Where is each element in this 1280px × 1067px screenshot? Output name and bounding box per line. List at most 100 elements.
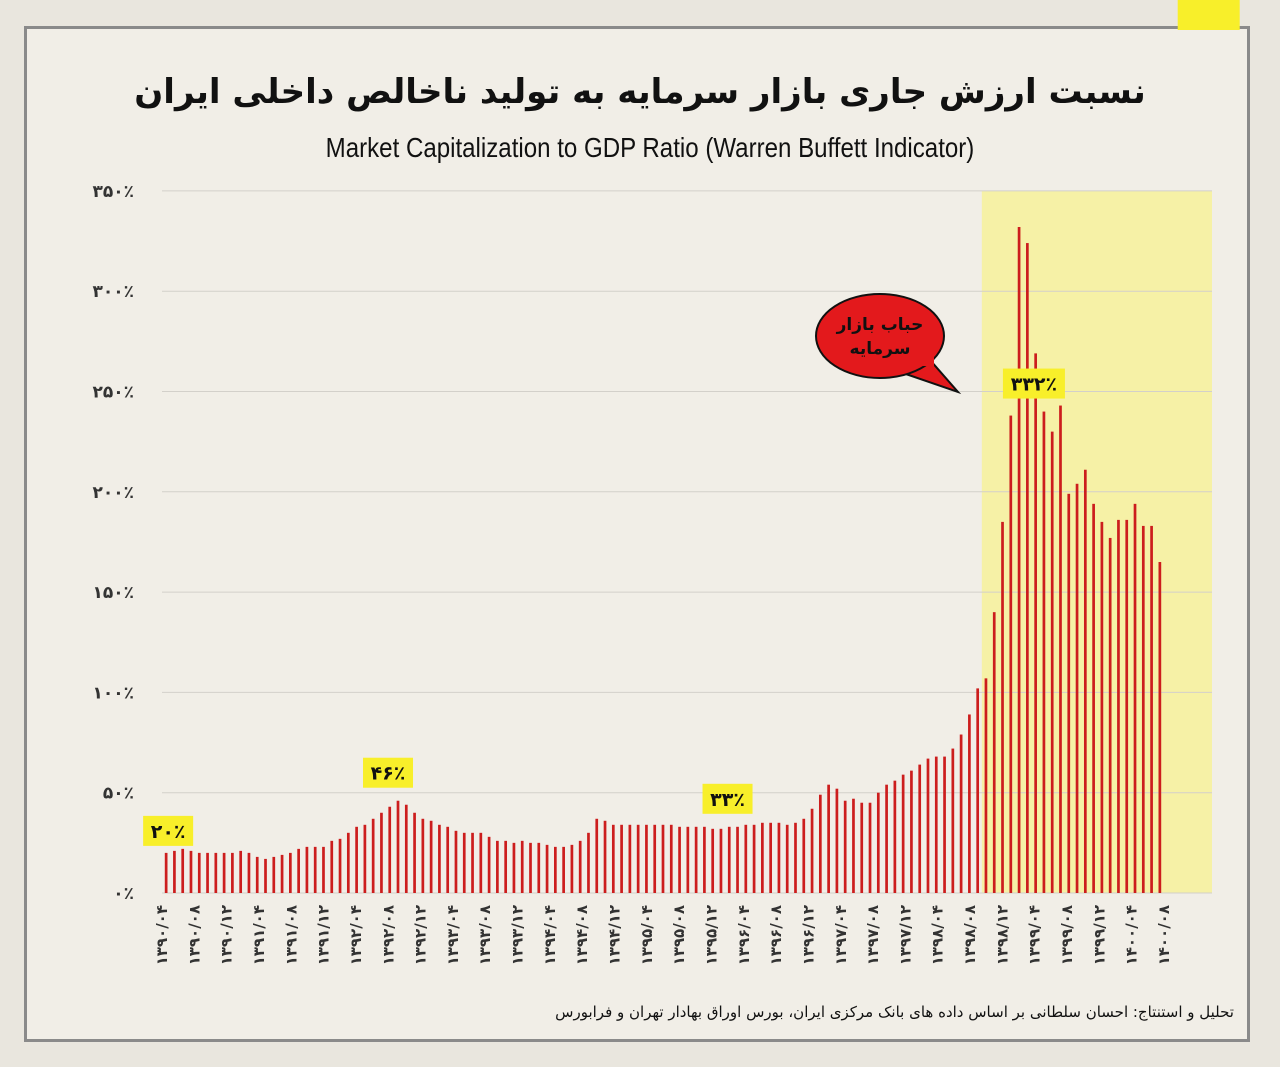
bar xyxy=(777,822,781,893)
x-tick-label: ۱۳۹۲/۰۴ xyxy=(347,905,365,965)
bar xyxy=(876,792,880,893)
bar xyxy=(752,824,756,893)
bar xyxy=(1100,521,1104,893)
bar xyxy=(330,840,334,893)
bar xyxy=(239,850,243,893)
bar xyxy=(901,774,905,893)
x-tick-label: ۱۳۹۱/۱۲ xyxy=(315,905,333,965)
bar xyxy=(645,824,648,893)
bar xyxy=(338,838,342,893)
bar xyxy=(189,850,193,893)
bar xyxy=(1108,537,1112,893)
bar xyxy=(827,784,830,893)
bar xyxy=(810,808,814,893)
bar xyxy=(628,824,632,893)
bar xyxy=(231,852,234,893)
bar xyxy=(918,764,922,893)
bar xyxy=(1092,503,1095,893)
y-tick-label: ۰٪ xyxy=(113,884,134,904)
bar xyxy=(1141,525,1145,893)
bar xyxy=(1075,483,1079,893)
bar xyxy=(206,852,209,893)
bar xyxy=(438,824,441,893)
bar xyxy=(893,780,897,893)
x-tick-label: ۱۳۹۰/۰۸ xyxy=(185,905,203,965)
bar xyxy=(1125,519,1129,893)
y-tick-label: ۵۰٪ xyxy=(103,784,134,804)
bar xyxy=(926,758,930,893)
bar xyxy=(611,824,615,893)
bar xyxy=(736,826,739,893)
bar xyxy=(562,846,565,893)
value-label: ۳۳٪ xyxy=(710,789,745,811)
bar xyxy=(520,840,524,893)
bar xyxy=(537,842,541,893)
y-tick-label: ۲۵۰٪ xyxy=(92,383,134,403)
x-tick-label: ۱۳۹۱/۰۴ xyxy=(250,905,268,965)
bar xyxy=(214,852,218,893)
bar xyxy=(1034,353,1037,893)
bar xyxy=(462,832,466,893)
value-label-box xyxy=(1002,368,1065,399)
bar xyxy=(479,832,483,893)
bar xyxy=(1067,493,1071,893)
bar xyxy=(421,818,425,893)
bar xyxy=(305,846,309,893)
bar xyxy=(653,824,657,893)
x-tick-label: ۱۳۹۵/۰۴ xyxy=(638,905,656,965)
bar xyxy=(595,818,599,893)
bar xyxy=(587,832,590,893)
bar xyxy=(496,840,499,893)
bar xyxy=(636,824,640,893)
bar xyxy=(429,820,433,893)
bar xyxy=(388,806,392,893)
x-tick-label: ۱۳۹۳/۱۲ xyxy=(509,905,527,965)
x-tick-label: ۱۳۹۸/۰۴ xyxy=(929,905,947,965)
x-tick-label: ۱۳۹۵/۰۸ xyxy=(670,905,688,965)
bar xyxy=(885,784,888,893)
bar xyxy=(371,818,375,893)
x-tick-label: ۱۳۹۰/۰۴ xyxy=(153,905,171,965)
bar xyxy=(852,798,855,893)
bar xyxy=(396,800,400,893)
bar xyxy=(661,824,665,893)
bar xyxy=(818,794,822,893)
y-tick-label: ۳۰۰٪ xyxy=(92,282,134,302)
y-tick-label: ۱۵۰٪ xyxy=(92,583,134,603)
bar xyxy=(620,824,623,893)
x-tick-label: ۱۳۹۸/۰۸ xyxy=(961,905,979,965)
bar xyxy=(346,832,350,893)
bar xyxy=(603,820,607,893)
bar xyxy=(943,756,946,893)
bar xyxy=(545,844,549,893)
value-label-box xyxy=(1177,0,1240,30)
bar xyxy=(802,818,806,893)
bar xyxy=(512,842,516,893)
bar xyxy=(570,844,574,893)
bar xyxy=(951,748,955,893)
source-note: تحلیل و استنتاج: احسان سلطانی بر اساس دا… xyxy=(555,1003,1234,1021)
bar xyxy=(1150,525,1153,893)
value-label-box xyxy=(143,815,194,846)
bar xyxy=(843,800,847,893)
y-tick-label: ۱۰۰٪ xyxy=(92,683,134,703)
bar xyxy=(264,858,267,893)
x-tick-label: ۱۳۹۷/۰۴ xyxy=(832,905,850,965)
x-tick-label: ۱۳۹۹/۰۴ xyxy=(1026,905,1044,965)
bar xyxy=(446,826,450,893)
bar xyxy=(1026,243,1029,893)
bar xyxy=(744,824,748,893)
x-tick-label: ۱۳۹۹/۱۲ xyxy=(1090,905,1108,965)
bar xyxy=(769,822,773,893)
bar xyxy=(1042,411,1046,893)
x-tick-label: ۱۳۹۸/۱۲ xyxy=(993,905,1011,965)
x-tick-label: ۱۳۹۴/۱۲ xyxy=(606,905,624,965)
bar xyxy=(355,826,358,893)
x-tick-label: ۱۴۰۰/۰۴ xyxy=(1123,905,1141,965)
bar xyxy=(454,830,458,893)
bar xyxy=(1083,469,1087,893)
x-tick-label: ۱۴۰۰/۰۸ xyxy=(1155,905,1173,965)
bar xyxy=(794,822,797,893)
bar xyxy=(297,848,300,893)
